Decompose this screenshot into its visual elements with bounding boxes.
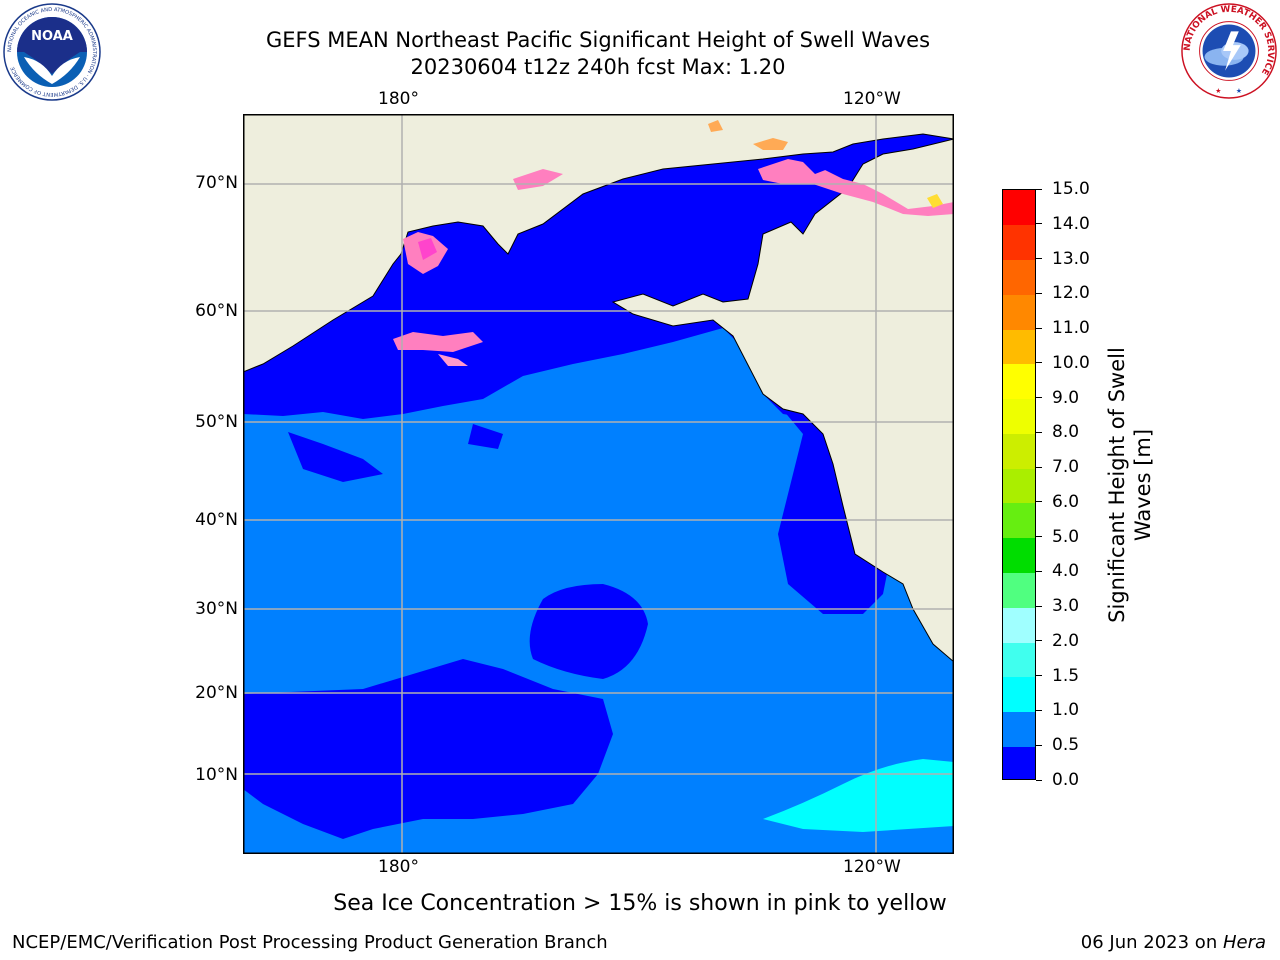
lat-tick-30n: 30°N bbox=[195, 599, 238, 619]
colorbar-segment bbox=[1003, 224, 1035, 261]
colorbar-segment bbox=[1003, 572, 1035, 608]
colorbar-tick-mark bbox=[1036, 675, 1042, 677]
colorbar-tick-label: 8.0 bbox=[1052, 422, 1080, 443]
lat-tick-70n: 70°N bbox=[195, 173, 238, 193]
colorbar-tick-label: 13.0 bbox=[1052, 248, 1090, 269]
tropical-low-swell bbox=[243, 659, 613, 839]
colorbar-tick-label: 4.0 bbox=[1052, 561, 1080, 582]
colorbar-tick-label: 3.0 bbox=[1052, 596, 1080, 617]
colorbar-segment bbox=[1003, 537, 1035, 573]
colorbar-tick-mark bbox=[1036, 501, 1042, 503]
colorbar-segment bbox=[1003, 294, 1035, 330]
colorbar-tick-mark bbox=[1036, 640, 1042, 642]
colorbar-segment bbox=[1003, 711, 1035, 747]
date-prefix: 06 Jun 2023 on bbox=[1080, 932, 1223, 953]
map-panel bbox=[243, 114, 954, 854]
lat-tick-60n: 60°N bbox=[195, 301, 238, 321]
colorbar-tick-label: 11.0 bbox=[1052, 318, 1090, 339]
colorbar-tick-label: 5.0 bbox=[1052, 526, 1080, 547]
colorbar-tick-label: 7.0 bbox=[1052, 457, 1080, 478]
colorbar-segment bbox=[1003, 433, 1035, 469]
lon-tick-top-120w: 120°W bbox=[843, 89, 901, 109]
credit-text: NCEP/EMC/Verification Post Processing Pr… bbox=[12, 932, 608, 953]
nws-logo: NATIONAL WEATHER SERVICE ★ ★ bbox=[1180, 2, 1278, 100]
colorbar bbox=[1002, 189, 1036, 780]
colorbar-tick-mark bbox=[1036, 188, 1042, 190]
colorbar-tick-label: 14.0 bbox=[1052, 213, 1090, 234]
lon-tick-bottom-120w: 120°W bbox=[843, 857, 901, 877]
colorbar-tick-label: 0.5 bbox=[1052, 735, 1080, 756]
colorbar-tick-mark bbox=[1036, 431, 1042, 433]
colorbar-tick-mark bbox=[1036, 223, 1042, 225]
chart-subtitle: 20230604 t12z 240h fcst Max: 1.20 bbox=[410, 55, 786, 79]
lat-tick-20n: 20°N bbox=[195, 683, 238, 703]
north-pacific-low-swell-patches bbox=[288, 424, 503, 482]
colorbar-tick-label: 9.0 bbox=[1052, 387, 1080, 408]
colorbar-segment bbox=[1003, 502, 1035, 539]
colorbar-tick-mark bbox=[1036, 397, 1042, 399]
lat-tick-40n: 40°N bbox=[195, 510, 238, 530]
chart-title: GEFS MEAN Northeast Pacific Significant … bbox=[265, 28, 931, 52]
svg-text:★: ★ bbox=[1215, 87, 1221, 95]
colorbar-tick-mark bbox=[1036, 362, 1042, 364]
colorbar-segment bbox=[1003, 398, 1035, 434]
colorbar-tick-mark bbox=[1036, 605, 1042, 607]
colorbar-segment bbox=[1003, 468, 1035, 504]
colorbar-segment bbox=[1003, 363, 1035, 400]
colorbar-tick-mark bbox=[1036, 327, 1042, 329]
colorbar-segment bbox=[1003, 746, 1035, 779]
date-text: 06 Jun 2023 on Hera bbox=[1081, 932, 1266, 954]
colorbar-tick-mark bbox=[1036, 466, 1042, 468]
colorbar-segment bbox=[1003, 641, 1035, 678]
colorbar-tick-label: 1.5 bbox=[1052, 665, 1080, 686]
siberia-land bbox=[243, 114, 954, 373]
colorbar-tick-label: 1.0 bbox=[1052, 700, 1080, 721]
lat-tick-10n: 10°N bbox=[195, 765, 238, 785]
machine-name: Hera bbox=[1222, 932, 1266, 953]
colorbar-tick-mark bbox=[1036, 744, 1042, 746]
svg-text:NOAA: NOAA bbox=[31, 29, 73, 44]
colorbar-tick-mark bbox=[1036, 779, 1042, 781]
colorbar-tick-mark bbox=[1036, 292, 1042, 294]
colorbar-tick-mark bbox=[1036, 258, 1042, 260]
colorbar-tick-label: 12.0 bbox=[1052, 283, 1090, 304]
svg-text:★: ★ bbox=[1236, 87, 1242, 95]
colorbar-tick-label: 10.0 bbox=[1052, 352, 1090, 373]
lat-tick-50n: 50°N bbox=[195, 412, 238, 432]
colorbar-tick-mark bbox=[1036, 536, 1042, 538]
colorbar-label: Significant Height of Swell Waves [m] bbox=[1105, 347, 1155, 623]
colorbar-tick-label: 15.0 bbox=[1052, 179, 1090, 199]
colorbar-tick-label: 6.0 bbox=[1052, 491, 1080, 512]
alaska-canada-land bbox=[611, 138, 954, 663]
hawaii-low-swell bbox=[529, 584, 648, 679]
noaa-logo: NATIONAL OCEANIC AND ATMOSPHERIC ADMINIS… bbox=[2, 2, 102, 102]
colorbar-tick-mark bbox=[1036, 709, 1042, 711]
colorbar-tick-label: 2.0 bbox=[1052, 630, 1080, 651]
colorbar-tick-mark bbox=[1036, 570, 1042, 572]
graticule bbox=[243, 114, 954, 854]
colorbar-segment bbox=[1003, 190, 1035, 226]
lon-tick-top-180: 180° bbox=[378, 89, 419, 109]
lon-tick-bottom-180: 180° bbox=[378, 857, 419, 877]
colorbar-segment bbox=[1003, 607, 1035, 643]
equatorial-high-swell bbox=[763, 759, 954, 832]
colorbar-segment bbox=[1003, 259, 1035, 295]
sea-ice-caption: Sea Ice Concentration > 15% is shown in … bbox=[333, 891, 947, 916]
colorbar-tick-label: 0.0 bbox=[1052, 770, 1080, 790]
colorbar-segment bbox=[1003, 329, 1035, 365]
colorbar-segment bbox=[1003, 676, 1035, 713]
